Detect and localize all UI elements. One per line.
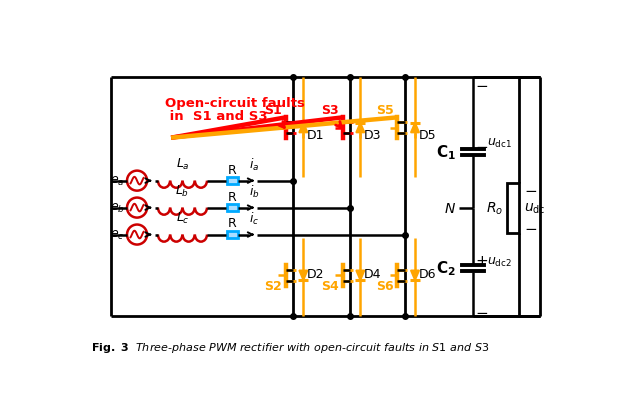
Text: S2: S2: [264, 279, 282, 292]
Text: S3: S3: [321, 104, 339, 117]
Bar: [227, 178, 238, 184]
Bar: [227, 204, 238, 211]
Text: R: R: [228, 190, 237, 203]
Text: R: R: [228, 163, 237, 176]
Text: $e_{a}$: $e_{a}$: [110, 175, 125, 188]
Text: in  S1 and S3: in S1 and S3: [164, 110, 268, 123]
Text: $+$: $+$: [475, 254, 488, 269]
Text: $u_{\mathrm{dc2}}$: $u_{\mathrm{dc2}}$: [486, 256, 511, 269]
Text: $-$: $-$: [475, 137, 488, 153]
Text: $N$: $N$: [444, 201, 456, 215]
Polygon shape: [356, 271, 365, 281]
Text: S6: S6: [376, 279, 394, 292]
Polygon shape: [299, 123, 308, 133]
Text: $\mathbf{C_1}$: $\mathbf{C_1}$: [436, 144, 456, 162]
Text: $i_{a}$: $i_{a}$: [249, 157, 259, 173]
Text: $-$: $-$: [524, 220, 537, 234]
Text: $e_{b}$: $e_{b}$: [110, 202, 125, 215]
Text: $L_{c}$: $L_{c}$: [175, 211, 189, 226]
Text: $R_o$: $R_o$: [486, 200, 503, 216]
Text: $e_{c}$: $e_{c}$: [110, 229, 125, 241]
Text: $\mathbf{Fig.\ 3}$  $\mathit{Three}$-$\mathit{phase\ PWM\ rectifier\ with\ open}: $\mathbf{Fig.\ 3}$ $\mathit{Three}$-$\ma…: [91, 340, 489, 354]
Text: $L_{b}$: $L_{b}$: [175, 184, 189, 199]
Text: S1: S1: [264, 104, 282, 117]
Text: $L_{a}$: $L_{a}$: [175, 157, 189, 172]
Polygon shape: [411, 271, 419, 281]
Text: D3: D3: [364, 128, 381, 142]
Text: D6: D6: [419, 267, 436, 280]
Text: $-$: $-$: [475, 303, 488, 318]
Text: S5: S5: [376, 104, 394, 117]
Text: Open-circuit faults: Open-circuit faults: [164, 97, 305, 109]
Text: $-$: $-$: [475, 77, 488, 92]
Bar: [507, 183, 519, 233]
Text: D5: D5: [419, 128, 436, 142]
Bar: [227, 231, 238, 238]
Text: $-$: $-$: [524, 182, 537, 197]
Polygon shape: [411, 123, 419, 133]
Text: $u_{\mathrm{dc1}}$: $u_{\mathrm{dc1}}$: [486, 137, 511, 150]
Text: S4: S4: [321, 279, 339, 292]
Polygon shape: [299, 271, 308, 281]
Text: D2: D2: [307, 267, 324, 280]
Text: D1: D1: [307, 128, 324, 142]
Text: $\mathbf{C_2}$: $\mathbf{C_2}$: [436, 258, 456, 277]
Text: $u_{\mathrm{dc}}$: $u_{\mathrm{dc}}$: [524, 201, 545, 215]
Polygon shape: [356, 123, 365, 133]
Text: D4: D4: [364, 267, 381, 280]
Text: R: R: [228, 217, 237, 230]
Text: $i_{b}$: $i_{b}$: [249, 184, 259, 200]
Text: $i_{c}$: $i_{c}$: [249, 211, 259, 227]
